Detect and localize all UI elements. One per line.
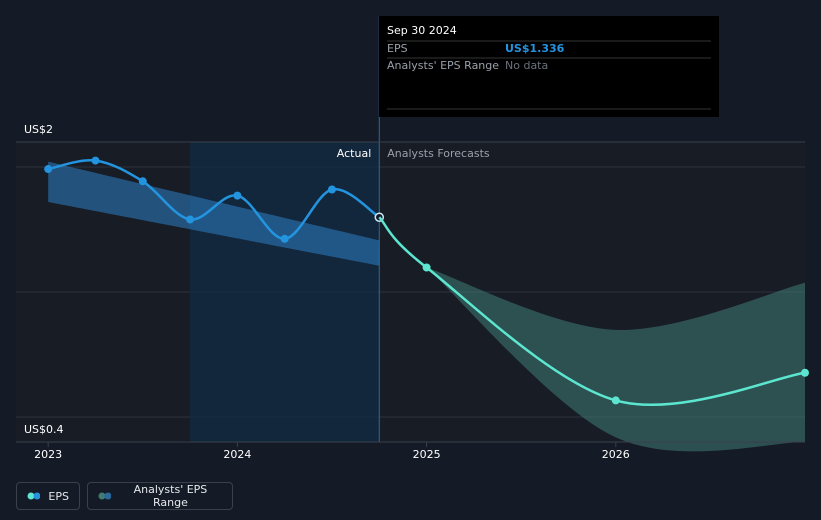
tooltip-value: US$1.336 <box>505 42 565 55</box>
tooltip-date: Sep 30 2024 <box>387 24 457 37</box>
axis-layer: US$2 US$0.4 2023 2024 2025 2026 <box>16 123 805 461</box>
data-point <box>611 396 620 405</box>
y-tick-label: US$0.4 <box>24 423 64 436</box>
tooltip-label: EPS <box>387 42 408 55</box>
legend-label: Analysts' EPS Range <box>133 483 208 509</box>
x-tick-label: 2024 <box>223 448 251 461</box>
line-layer <box>44 156 809 406</box>
range-band <box>426 267 805 452</box>
legend-swatch <box>98 492 111 500</box>
x-tick-label: 2025 <box>413 448 441 461</box>
legend-range[interactable]: Analysts' EPS Range <box>87 482 233 510</box>
data-point <box>138 177 147 186</box>
data-point <box>801 368 809 377</box>
range-band <box>48 161 380 266</box>
tooltip-box <box>379 16 719 117</box>
y-tick-label: US$2 <box>24 123 53 136</box>
data-point <box>327 185 336 194</box>
data-point <box>422 263 431 272</box>
legend-swatch <box>27 492 41 500</box>
x-tick-label: 2026 <box>602 448 630 461</box>
data-point <box>186 215 195 224</box>
series-line <box>47 159 380 241</box>
data-point <box>233 191 242 200</box>
past-year-highlight <box>190 142 380 442</box>
tooltip-value: No data <box>505 59 548 72</box>
tooltip-label: Analysts' EPS Range <box>387 59 499 72</box>
series-line <box>378 216 806 406</box>
x-tick-label: 2023 <box>34 448 62 461</box>
legend-eps[interactable]: EPS <box>16 482 80 510</box>
range-layer <box>48 161 805 452</box>
legend-label: EPS <box>48 489 69 503</box>
section-label: Analysts Forecasts <box>387 147 490 160</box>
tooltip: Sep 30 2024 EPS US$1.336 Analysts' EPS R… <box>379 16 719 117</box>
data-point <box>44 165 53 174</box>
data-point <box>91 156 100 165</box>
data-point <box>280 234 289 243</box>
section-label: Actual <box>337 147 371 160</box>
